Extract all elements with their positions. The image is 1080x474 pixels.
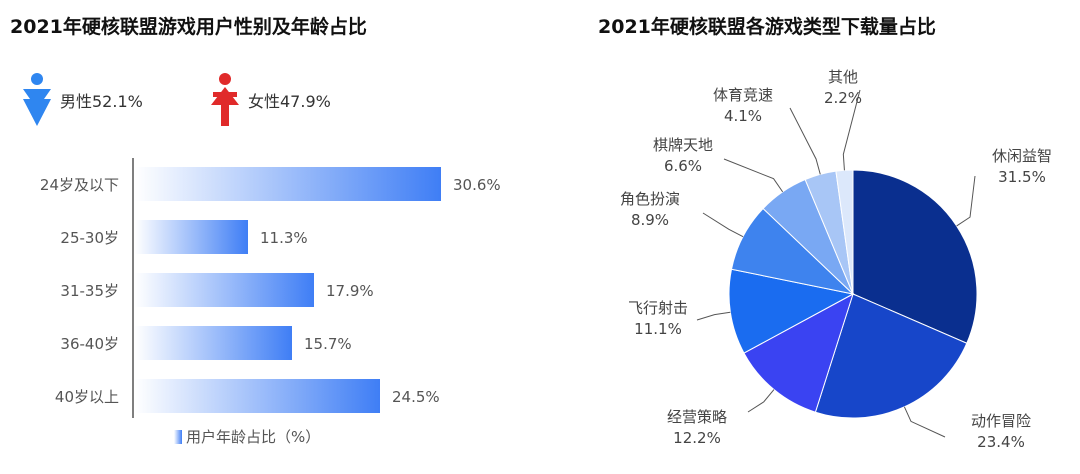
- age-bar: [135, 379, 380, 413]
- legend-swatch: [174, 429, 182, 444]
- female-person-icon: [211, 73, 239, 126]
- male-person-icon: [23, 73, 51, 126]
- pie-slice-name: 棋牌天地: [653, 136, 713, 154]
- bar-legend: 用户年龄占比（%）: [174, 426, 320, 447]
- pie-leader-line: [696, 311, 731, 321]
- age-bar: [135, 220, 248, 254]
- bar-value-label: 11.3%: [260, 229, 308, 247]
- pie-slice-value: 23.4%: [977, 433, 1025, 451]
- pie-slice-value: 6.6%: [664, 157, 702, 175]
- age-bar: [135, 326, 292, 360]
- right-chart-title: 2021年硬核联盟各游戏类型下载量占比: [598, 16, 936, 38]
- pie-slice-value: 4.1%: [724, 107, 762, 125]
- pie-slice: [814, 293, 968, 419]
- pie-slice-name: 休闲益智: [992, 147, 1052, 165]
- pie-leader-line: [789, 107, 821, 175]
- left-chart-title: 2021年硬核联盟游戏用户性别及年龄占比: [10, 16, 367, 38]
- bar-value-label: 24.5%: [392, 388, 440, 406]
- legend-label: 用户年龄占比（%）: [186, 428, 321, 446]
- age-bar: [135, 167, 441, 201]
- bar-category-label: 24岁及以下: [40, 176, 119, 194]
- pie-slice-name: 其他: [828, 68, 858, 86]
- bar-category-label: 31-35岁: [60, 282, 119, 300]
- pie-slice-value: 31.5%: [998, 168, 1046, 186]
- pie-slice-value: 2.2%: [824, 89, 862, 107]
- pie-slice-name: 飞行射击: [628, 299, 688, 317]
- pie-slice-value: 12.2%: [673, 429, 721, 447]
- age-bar-chart: 24岁及以下 30.6% 25-30岁 11.3% 31-35岁 17.9% 36-40岁 1…: [40, 158, 501, 418]
- pie-leader-line: [956, 175, 976, 227]
- pie-slice-name: 动作冒险: [971, 412, 1031, 430]
- pie-slice-name: 经营策略: [667, 408, 727, 426]
- bar-category-label: 25-30岁: [60, 229, 119, 247]
- pie-leader-line: [747, 389, 775, 413]
- female-stat: 女性47.9%: [208, 72, 331, 128]
- pie-slice: [743, 292, 854, 413]
- age-bar: [135, 273, 314, 307]
- pie-leader-line: [723, 158, 784, 193]
- bar-category-label: 40岁以上: [55, 388, 119, 406]
- pie-slice-value: 8.9%: [631, 211, 669, 229]
- pie-leader-line: [903, 406, 946, 438]
- pie-slice-name: 角色扮演: [620, 190, 680, 208]
- bar-category-label: 36-40岁: [60, 335, 119, 353]
- bar-value-label: 30.6%: [453, 176, 501, 194]
- pie-slice: [728, 268, 855, 354]
- pie-leader-line: [842, 89, 861, 171]
- male-percentage: 男性52.1%: [60, 92, 143, 111]
- female-percentage: 女性47.9%: [248, 92, 331, 111]
- pie-leader-line: [702, 212, 744, 238]
- game-type-pie-chart: 休闲益智 31.5% 动作冒险 23.4% 经营策略 12.2% 飞行射击 11.1% 角色扮演…: [620, 68, 1052, 451]
- bar-value-label: 17.9%: [326, 282, 374, 300]
- pie-slice-name: 体育竞速: [713, 86, 773, 104]
- bar-value-label: 15.7%: [304, 335, 352, 353]
- pie-slice-value: 11.1%: [634, 320, 682, 338]
- pie-slice: [852, 169, 978, 344]
- male-stat: 男性52.1%: [20, 72, 143, 128]
- pie-slice: [835, 169, 854, 295]
